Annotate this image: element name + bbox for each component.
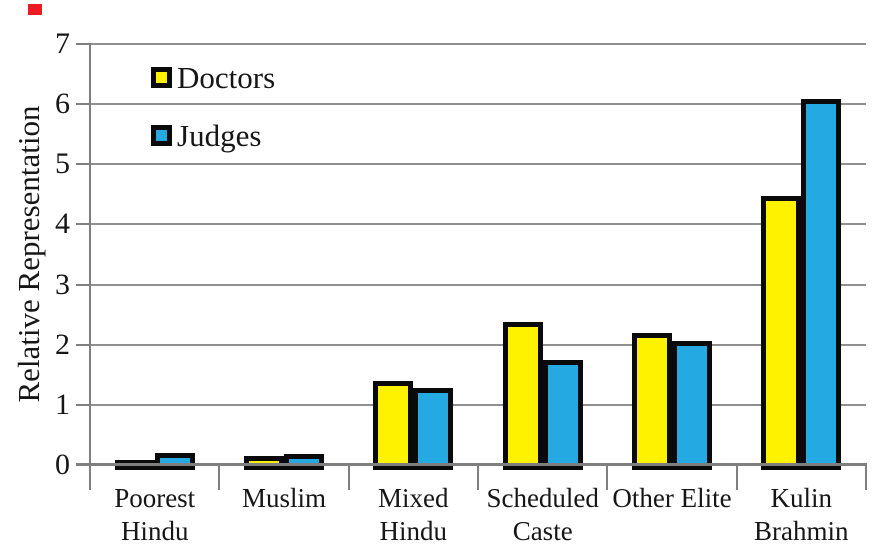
y-tick-6 (76, 103, 90, 106)
bar-judges-muslim (284, 454, 324, 470)
legend-item-judges: Judges (151, 120, 261, 151)
category-label-line: Poorest (114, 483, 196, 513)
y-tick-label-5: 5 (55, 147, 70, 181)
y-axis-line (89, 43, 91, 465)
category-label-line: Hindu (379, 516, 448, 546)
gridline-2 (90, 343, 866, 346)
category-label-line: Muslim (241, 483, 327, 513)
bar-fill-judges-kulin-brahmin (806, 104, 837, 465)
category-label-line: Brahmin (754, 516, 849, 546)
x-tick-3 (477, 463, 479, 490)
bar-fill-doctors-other-elite (637, 337, 667, 465)
y-tick-4 (76, 223, 90, 226)
category-label-line: Other Elite (612, 483, 732, 513)
bar-doctors-scheduled-caste (502, 321, 543, 470)
gridline-7 (90, 43, 866, 46)
category-label-other-elite: Other Elite (599, 482, 745, 515)
x-tick-1 (218, 463, 221, 490)
doctors-swatch-fill (156, 72, 167, 83)
category-label-poorest-hindu: Poorest Hindu (82, 482, 228, 548)
y-tick-2 (76, 343, 90, 346)
bar-fill-judges-poorest-hindu (159, 458, 190, 465)
y-tick-label-6: 6 (55, 87, 70, 121)
x-tick-4 (606, 463, 609, 490)
y-tick-label-1: 1 (55, 387, 70, 421)
gridline-4 (90, 223, 866, 226)
bar-fill-judges-muslim (289, 459, 319, 465)
y-tick-label-3: 3 (55, 267, 70, 301)
red-corner-mark (28, 4, 42, 15)
category-label-muslim: Muslim (211, 482, 357, 515)
category-label-line: Scheduled (486, 483, 599, 513)
doctors-swatch-icon (151, 67, 172, 88)
category-label-line: Caste (512, 516, 573, 546)
y-tick-7 (76, 43, 90, 46)
judges-swatch-fill (156, 130, 167, 141)
gridline-5 (90, 163, 866, 166)
bar-fill-doctors-kulin-brahmin (766, 201, 797, 465)
y-tick-5 (76, 163, 90, 166)
bar-fill-doctors-mixed-hindu (378, 385, 409, 465)
bar-doctors-other-elite (632, 332, 672, 470)
x-axis-line (76, 463, 866, 466)
x-tick-0 (89, 463, 91, 490)
category-label-line: Kulin (770, 483, 833, 513)
bar-judges-scheduled-caste (542, 359, 583, 470)
x-tick-6 (865, 463, 867, 490)
bar-fill-judges-scheduled-caste (547, 364, 578, 465)
bar-fill-judges-other-elite (677, 345, 707, 465)
bar-doctors-kulin-brahmin (761, 196, 802, 470)
x-tick-2 (347, 463, 350, 490)
y-tick-label-2: 2 (55, 327, 70, 361)
bar-judges-other-elite (672, 340, 712, 470)
category-label-line: Mixed (378, 483, 449, 513)
y-tick-1 (76, 403, 90, 406)
bar-judges-poorest-hindu (154, 453, 195, 470)
y-tick-label-7: 7 (55, 27, 70, 61)
bar-fill-doctors-scheduled-caste (507, 326, 538, 465)
category-label-line: Hindu (120, 516, 189, 546)
gridline-1 (90, 403, 866, 406)
legend-item-doctors: Doctors (151, 62, 275, 93)
y-tick-3 (76, 283, 90, 286)
legend-label-judges: Judges (177, 118, 262, 153)
bar-judges-kulin-brahmin (801, 99, 842, 470)
category-label-kulin-brahmin: Kulin Brahmin (728, 482, 874, 548)
bar-judges-mixed-hindu (413, 388, 454, 470)
judges-swatch-icon (151, 125, 172, 146)
bar-fill-judges-mixed-hindu (418, 393, 449, 465)
gridline-6 (90, 103, 866, 106)
bar-doctors-mixed-hindu (373, 380, 414, 470)
category-label-scheduled-caste: Scheduled Caste (470, 482, 616, 548)
x-tick-5 (735, 463, 738, 490)
gridline-3 (90, 283, 866, 286)
y-tick-label-0: 0 (55, 448, 70, 481)
y-tick-label-4: 4 (55, 207, 70, 241)
category-label-mixed-hindu: Mixed Hindu (340, 482, 486, 548)
legend-label-doctors: Doctors (177, 60, 276, 95)
